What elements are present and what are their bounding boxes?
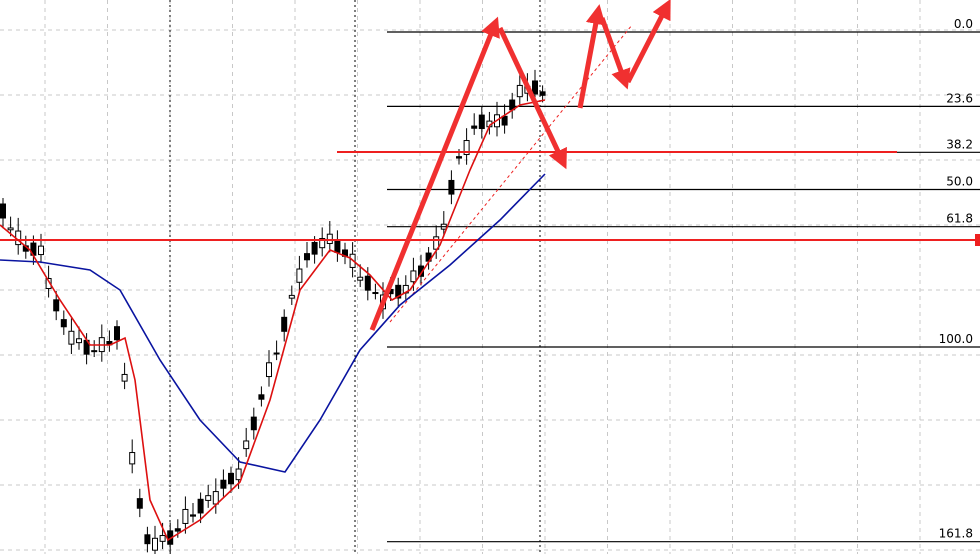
- candle-body: [273, 352, 280, 355]
- candle-body: [182, 508, 189, 524]
- candle-body: [220, 479, 227, 489]
- candle-body: [38, 245, 44, 256]
- fib-level-label: 161.8: [939, 527, 973, 541]
- ma-fast: [0, 99, 546, 542]
- fib-level-label: 61.8: [946, 212, 973, 226]
- candle-body: [228, 472, 234, 485]
- fib-level-label: 0.0: [954, 17, 973, 31]
- candles: [0, 69, 546, 554]
- candle-body: [372, 292, 379, 295]
- fib-level-label: 50.0: [946, 175, 973, 189]
- candle-body: [7, 227, 14, 231]
- projection-arrow: [625, 0, 671, 84]
- candle-body: [121, 373, 128, 382]
- candle-body: [136, 498, 143, 509]
- candle-body: [68, 330, 75, 345]
- candle-body: [0, 203, 6, 219]
- candle-body: [152, 537, 158, 551]
- candle-body: [463, 140, 470, 156]
- candle-body: [357, 276, 364, 281]
- candle-body: [448, 179, 455, 195]
- fib-level-label: 38.2: [946, 137, 973, 151]
- candle-body: [53, 299, 60, 312]
- candle-body: [539, 91, 546, 96]
- candle-body: [190, 514, 196, 517]
- candle-body: [501, 115, 508, 126]
- candle-body: [471, 125, 478, 129]
- candle-body: [311, 241, 318, 255]
- candle-body: [433, 236, 440, 250]
- candle-body: [288, 294, 295, 299]
- candle-body: [516, 84, 523, 98]
- candle-body: [395, 284, 402, 299]
- candle-body: [326, 233, 333, 245]
- candle-body: [456, 156, 462, 159]
- candle-body: [60, 319, 67, 328]
- candle-body: [144, 534, 151, 545]
- trend-line: [389, 24, 633, 323]
- price-marker: [975, 234, 980, 246]
- candle-body: [159, 535, 166, 542]
- candle-body: [258, 394, 265, 400]
- projection-arrow: [599, 17, 631, 90]
- candle-body: [250, 416, 257, 431]
- projection-arrow: [369, 16, 500, 331]
- candle-body: [319, 238, 326, 249]
- candle-body: [129, 452, 136, 465]
- candle-body: [364, 275, 371, 291]
- candle-body: [410, 270, 417, 283]
- candle-body: [205, 495, 212, 501]
- candle-body: [235, 468, 242, 481]
- candle-body: [296, 268, 303, 283]
- candle-body: [281, 316, 288, 332]
- candle-body: [334, 240, 341, 253]
- candle-body: [478, 114, 485, 130]
- candle-body: [266, 362, 272, 378]
- fibonacci-levels: 0.0 23.6 38.2 50.0 61.8 100.0 161.8: [387, 17, 980, 543]
- candle-body: [304, 253, 310, 261]
- candle-body: [45, 277, 52, 289]
- projection-arrow: [577, 4, 606, 109]
- candle-body: [91, 350, 98, 353]
- candle-body: [174, 528, 181, 532]
- fib-level-label: 100.0: [939, 332, 973, 346]
- candle-body: [197, 498, 204, 514]
- fib-level-label: 23.6: [946, 91, 973, 105]
- candle-body: [114, 326, 120, 341]
- candle-body: [76, 338, 82, 344]
- candle-body: [243, 440, 250, 450]
- candle-body: [212, 491, 219, 505]
- candle-body: [532, 80, 538, 95]
- ma-slow: [0, 173, 546, 473]
- projection-arrow: [497, 26, 567, 170]
